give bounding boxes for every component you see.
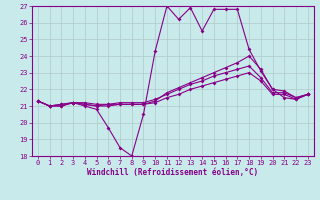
X-axis label: Windchill (Refroidissement éolien,°C): Windchill (Refroidissement éolien,°C) bbox=[87, 168, 258, 177]
